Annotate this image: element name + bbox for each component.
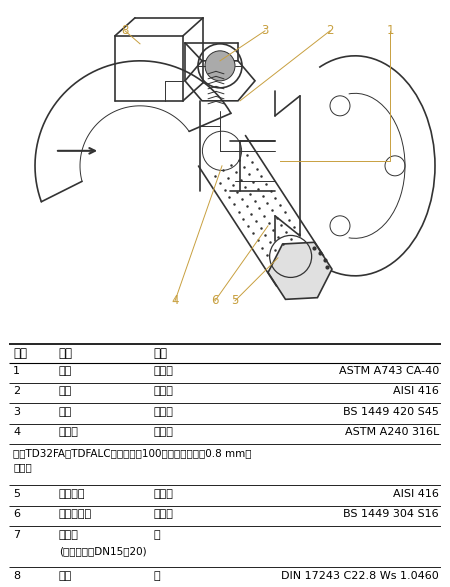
Text: 过滤帽垫片: 过滤帽垫片 (58, 509, 92, 519)
Text: 4: 4 (14, 427, 20, 437)
Text: 不锈钢: 不锈钢 (154, 366, 174, 376)
Text: 不锈钢: 不锈钢 (154, 489, 174, 499)
Text: 过滤网: 过滤网 (58, 427, 79, 437)
Text: 4: 4 (171, 294, 179, 308)
Text: 不锈钢: 不锈钢 (154, 386, 174, 396)
Text: 2: 2 (14, 386, 20, 396)
Text: (可选项，仅DN15和20): (可选项，仅DN15和20) (58, 546, 146, 556)
Text: 3: 3 (261, 24, 269, 38)
Text: 8: 8 (122, 24, 129, 38)
Text: ASTM A240 316L: ASTM A240 316L (345, 427, 439, 437)
Text: AISI 416: AISI 416 (393, 386, 439, 396)
Text: 材质: 材质 (154, 348, 168, 360)
Text: 过滤器盖: 过滤器盖 (58, 489, 85, 499)
Text: BS 1449 420 S45: BS 1449 420 S45 (343, 407, 439, 417)
Text: 阀帽: 阀帽 (58, 386, 72, 396)
Polygon shape (268, 242, 332, 299)
Text: 钢: 钢 (154, 571, 160, 581)
Text: 阀体: 阀体 (58, 366, 72, 376)
Text: 序号: 序号 (14, 348, 27, 360)
Text: 5: 5 (231, 294, 239, 308)
Text: 不锈钢: 不锈钢 (154, 509, 174, 519)
Text: 铝: 铝 (154, 529, 160, 539)
Text: DIN 17243 C22.8 Ws 1.0460: DIN 17243 C22.8 Ws 1.0460 (281, 571, 439, 581)
Text: 3: 3 (14, 407, 20, 417)
Circle shape (205, 51, 235, 81)
Text: 6: 6 (211, 294, 219, 308)
Text: AISI 416: AISI 416 (393, 489, 439, 499)
Text: 不锈钢: 不锈钢 (154, 407, 174, 417)
Text: 注：TD32FA和TDFALC的过滤网为100目。其它型号为0.8 mm过
滤网。: 注：TD32FA和TDFALC的过滤网为100目。其它型号为0.8 mm过 滤网… (14, 448, 252, 472)
Text: 2: 2 (326, 24, 334, 38)
Text: 8: 8 (14, 571, 20, 581)
Text: 隔热罩: 隔热罩 (58, 529, 79, 539)
Text: 1: 1 (14, 366, 20, 376)
Text: 不锈钢: 不锈钢 (154, 427, 174, 437)
Text: BS 1449 304 S16: BS 1449 304 S16 (343, 509, 439, 519)
Text: 碟片: 碟片 (58, 407, 72, 417)
Text: 1: 1 (386, 24, 394, 38)
Text: 7: 7 (14, 529, 20, 539)
Text: 部件: 部件 (58, 348, 73, 360)
Text: 6: 6 (14, 509, 20, 519)
Text: 法兰: 法兰 (58, 571, 72, 581)
Text: ASTM A743 CA-40: ASTM A743 CA-40 (338, 366, 439, 376)
Text: 5: 5 (14, 489, 20, 499)
